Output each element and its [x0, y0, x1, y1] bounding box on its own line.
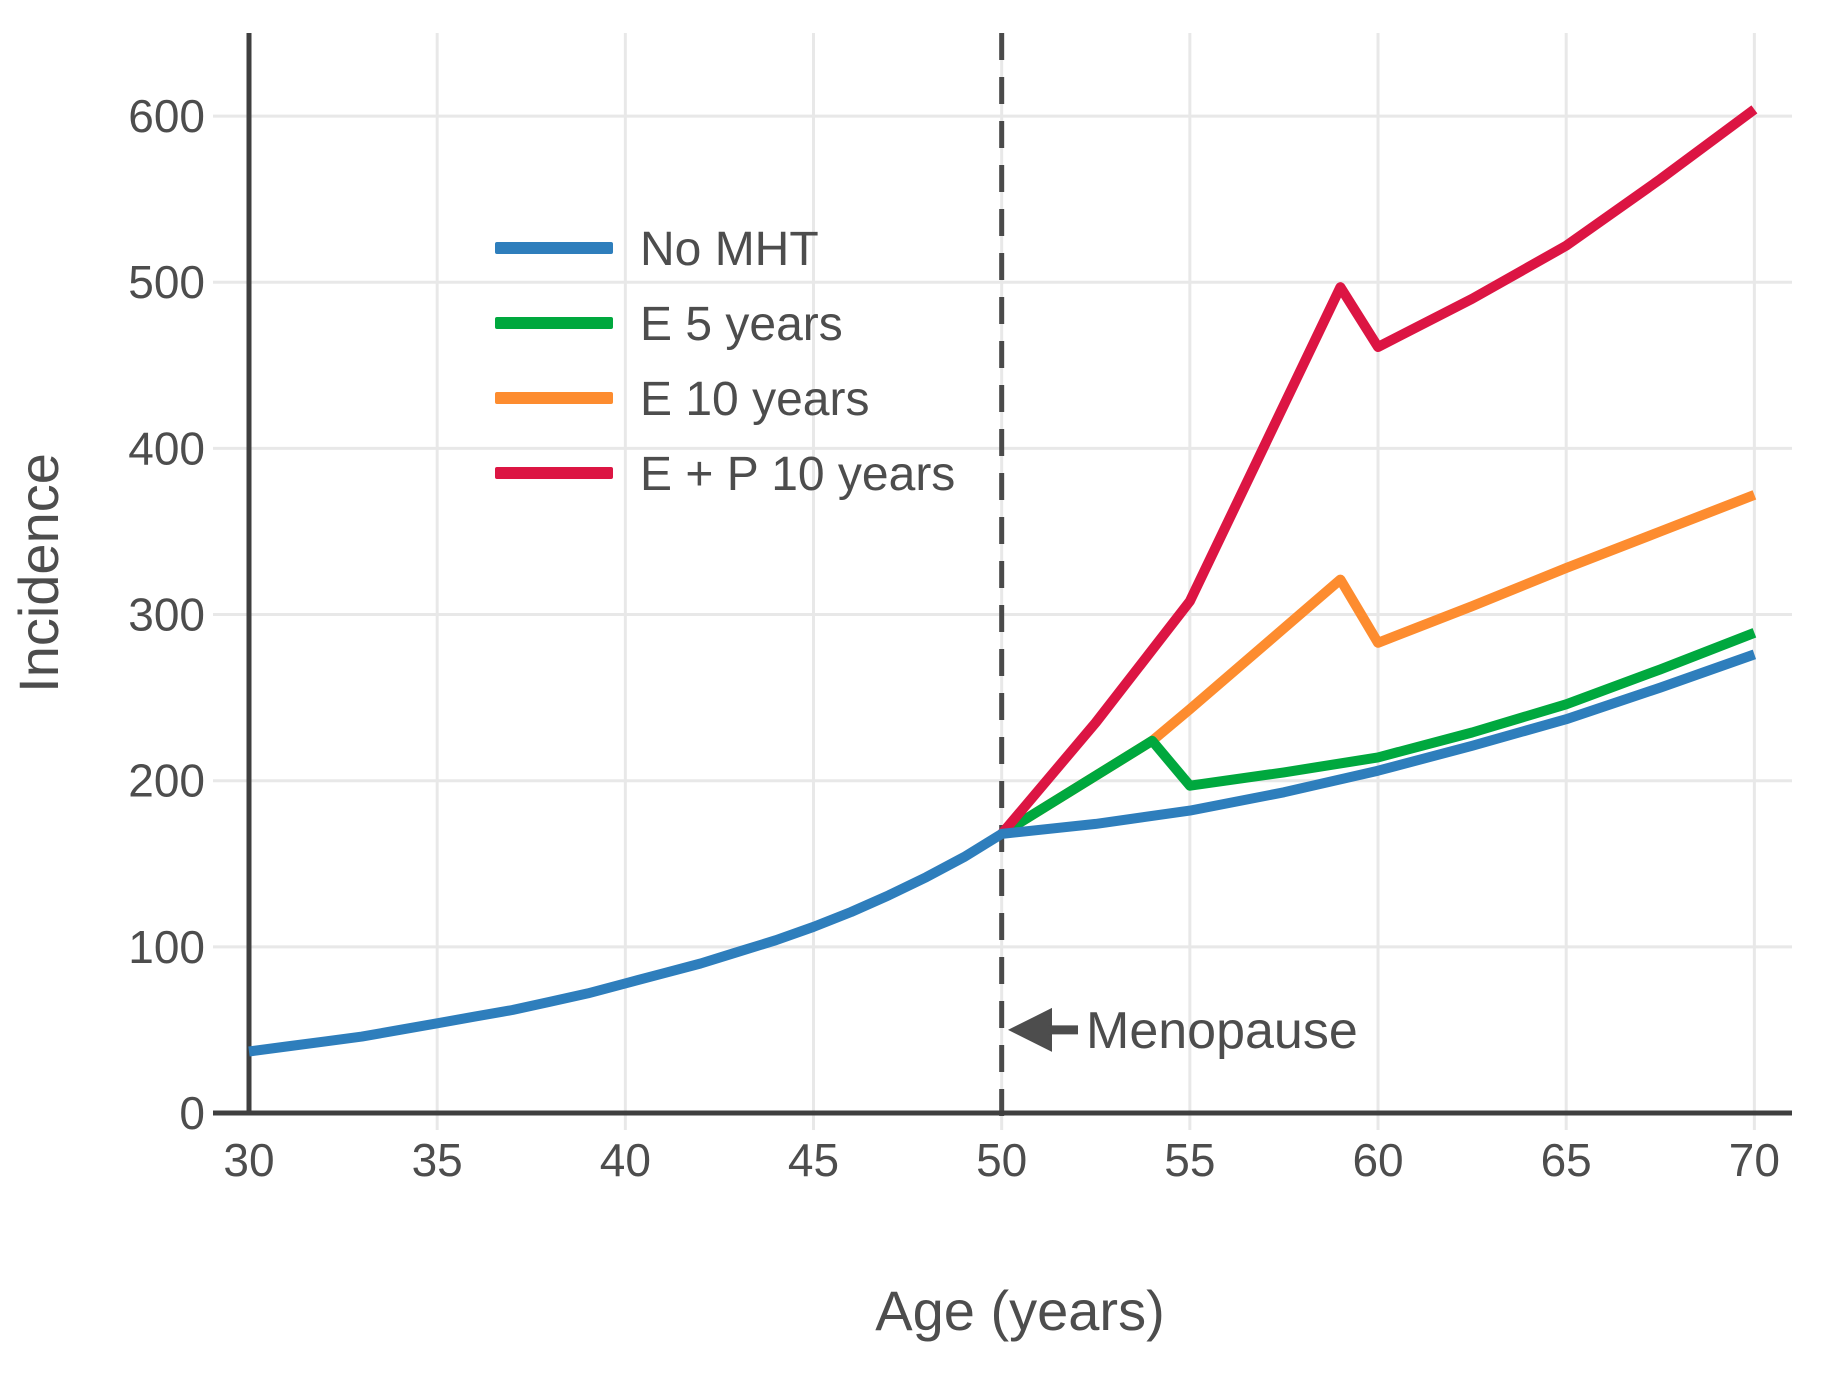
menopause-annotation-label: Menopause — [1086, 1002, 1358, 1060]
series-line-e-10-years — [999, 490, 1757, 839]
x-tick-label: 45 — [788, 1134, 839, 1186]
x-tick-label: 50 — [976, 1134, 1027, 1186]
y-tick-label: 200 — [128, 755, 205, 807]
x-tick-label: 35 — [412, 1134, 463, 1186]
series-lines — [248, 105, 1758, 1057]
left-arrow-icon — [1008, 1007, 1052, 1052]
series-line-no-mht — [248, 649, 1757, 1057]
x-tick-label: 65 — [1541, 1134, 1592, 1186]
y-tick-label: 500 — [128, 256, 205, 308]
gridlines — [213, 33, 1792, 1130]
legend: No MHT E 5 years E 10 years E + P 10 years — [495, 223, 955, 501]
legend-label: E 5 years — [640, 298, 843, 351]
legend-swatch-no-mht — [495, 242, 613, 254]
legend-label: No MHT — [640, 223, 819, 276]
legend-swatch-e-p-10-years — [495, 467, 613, 479]
x-tick-label: 40 — [600, 1134, 651, 1186]
x-tick-label: 30 — [223, 1134, 274, 1186]
y-tick-label: 300 — [128, 589, 205, 641]
y-tick-label: 100 — [128, 921, 205, 973]
tick-labels: 30 35 40 45 50 55 60 65 70 0 100 200 300 400 500 600 — [128, 90, 1780, 1186]
x-tick-label: 70 — [1729, 1134, 1780, 1186]
legend-label: E 10 years — [640, 373, 869, 426]
y-tick-label: 0 — [179, 1087, 205, 1139]
x-axis-title: Age (years) — [875, 1279, 1164, 1342]
legend-label: E + P 10 years — [640, 448, 955, 501]
legend-swatch-e-5-years — [495, 317, 613, 329]
legend-swatch-e-10-years — [495, 392, 613, 404]
x-tick-label: 55 — [1164, 1134, 1215, 1186]
y-axis-title: Incidence — [7, 453, 70, 693]
series-line-e-p-10-years — [997, 105, 1758, 838]
y-tick-label: 600 — [128, 90, 205, 142]
x-tick-label: 60 — [1352, 1134, 1403, 1186]
y-tick-label: 400 — [128, 422, 205, 474]
axes — [213, 33, 1792, 1116]
annotations: Menopause — [1008, 1002, 1358, 1060]
series-line-e-5-years — [999, 628, 1757, 839]
